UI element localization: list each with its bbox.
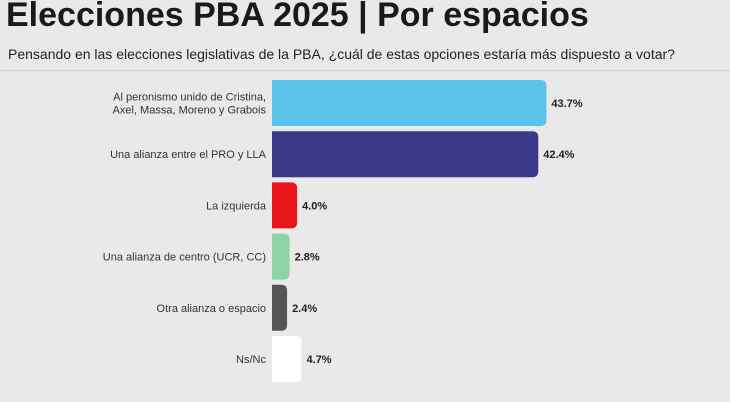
value-label-3: 4.0% <box>302 200 327 212</box>
category-label-4: Una alianza de centro (UCR, CC) <box>103 252 266 264</box>
category-label-5: Otra alianza o espacio <box>157 303 266 315</box>
bar-1 <box>272 80 547 126</box>
bar-3 <box>272 182 298 229</box>
value-label-4: 2.8% <box>295 252 320 264</box>
value-label-1: 43.7% <box>551 98 582 110</box>
category-label-6: Ns/Nc <box>236 354 266 366</box>
category-label-line: Una alianza de centro (UCR, CC) <box>103 252 266 264</box>
chart-title: Elecciones PBA 2025 | Por espacios <box>6 0 589 34</box>
bar-5 <box>272 284 288 331</box>
value-label-2: 42.4% <box>543 149 574 161</box>
value-label-6: 4.7% <box>307 354 332 366</box>
bar-2 <box>272 131 539 178</box>
category-label-2: Una alianza entre el PRO y LLA <box>110 149 267 161</box>
category-label-3: La izquierda <box>206 200 267 212</box>
chart-subtitle: Pensando en las elecciones legislativas … <box>8 46 675 62</box>
category-label-line: Otra alianza o espacio <box>157 303 266 315</box>
category-label-line: Al peronismo unido de Cristina, <box>113 92 266 104</box>
category-label-line: Ns/Nc <box>236 354 266 366</box>
category-label-line: La izquierda <box>206 200 267 212</box>
value-label-5: 2.4% <box>292 303 317 315</box>
category-label-1: Al peronismo unido de Cristina, Axel, Mas… <box>113 92 267 117</box>
bar-6 <box>272 336 302 382</box>
bar-4 <box>272 233 290 280</box>
category-label-line: Una alianza entre el PRO y LLA <box>110 149 267 161</box>
category-label-line: Axel, Massa, Moreno y Grabois <box>113 105 267 117</box>
header-divider <box>0 70 730 71</box>
